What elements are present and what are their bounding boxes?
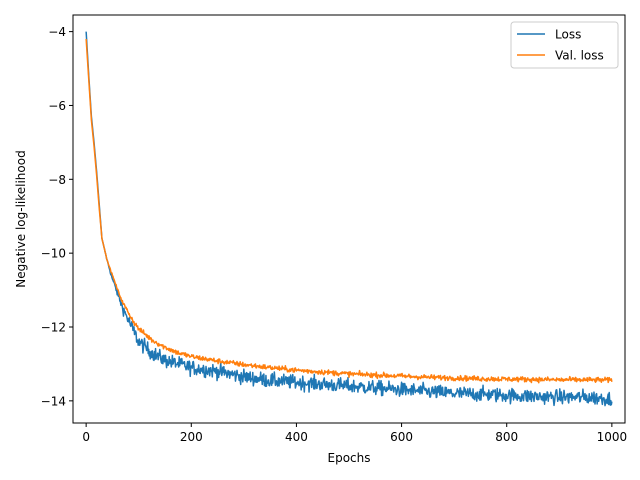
series-layer bbox=[85, 31, 613, 407]
x-axis-label: Epochs bbox=[328, 451, 371, 465]
y-tick-label: −14 bbox=[41, 394, 66, 408]
x-tick-label: 0 bbox=[82, 430, 90, 444]
y-tick-label: −6 bbox=[48, 99, 66, 113]
y-axis-ticks: −4 −6 −8 −10 −12 −14 bbox=[41, 25, 73, 408]
x-tick-label: 800 bbox=[495, 430, 518, 444]
series-line-0 bbox=[85, 31, 613, 407]
y-tick-label: −4 bbox=[48, 25, 66, 39]
y-axis-label: Negative log-likelihood bbox=[14, 150, 28, 287]
legend: Loss Val. loss bbox=[510, 21, 619, 69]
plot-area bbox=[73, 15, 625, 423]
x-tick-label: 400 bbox=[285, 430, 308, 444]
x-tick-label: 200 bbox=[180, 430, 203, 444]
y-tick-label: −12 bbox=[41, 321, 66, 335]
x-tick-label: 600 bbox=[390, 430, 413, 444]
x-axis-ticks: 0 200 400 600 800 1000 bbox=[82, 423, 627, 444]
legend-label: Val. loss bbox=[555, 49, 604, 63]
y-tick-label: −8 bbox=[48, 173, 66, 187]
series-line-1 bbox=[85, 38, 613, 384]
x-tick-label: 1000 bbox=[597, 430, 628, 444]
plot-frame bbox=[72, 14, 626, 424]
legend-label: Loss bbox=[555, 28, 581, 42]
y-tick-label: −10 bbox=[41, 247, 66, 261]
